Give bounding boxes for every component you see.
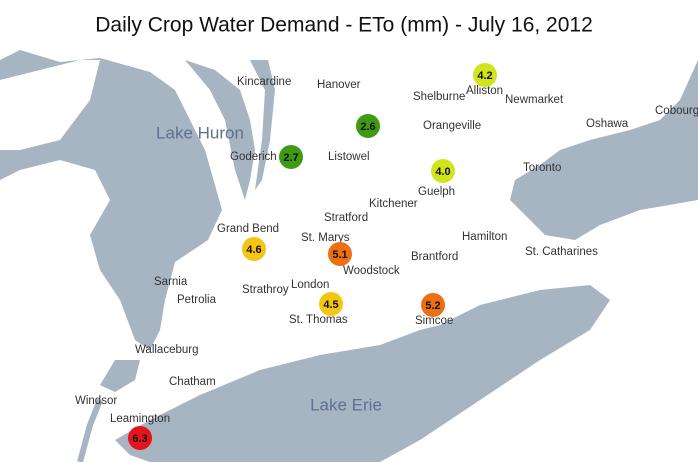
station-value: 5.2 [425,300,440,312]
station-value: 4.2 [477,70,492,82]
city-label: Guelph [418,186,455,198]
city-label: Goderich [230,151,277,163]
city-label: Alliston [466,85,503,97]
city-label: Grand Bend [217,223,279,235]
station-marker [421,293,445,317]
city-label: Chatham [169,376,216,388]
water [0,50,698,462]
city-label: Newmarket [505,94,564,106]
city-label: Strathroy [242,284,289,296]
city-label: Hanover [317,79,361,91]
city-label: Toronto [523,162,561,174]
station-value: 4.5 [323,299,338,311]
lake-label: Lake Huron [156,123,244,142]
station-value: 4.6 [246,244,261,256]
station-value: 2.7 [283,152,298,164]
station-value: 6.3 [132,433,147,445]
city-label: Kincardine [237,76,291,88]
station-marker [328,242,352,266]
city-label: Simcoe [415,315,453,327]
city-label: London [291,279,329,291]
title: Daily Crop Water Demand - ETo (mm) - Jul… [95,14,593,37]
city-label: Kitchener [369,198,418,210]
station-marker [242,237,266,261]
city-label: Wallaceburg [135,344,199,356]
station-marker [473,63,497,87]
lake-label: Lake Erie [310,395,382,414]
city-label: Leamington [110,413,170,425]
station-marker [279,145,303,169]
city-label: Orangeville [423,120,481,132]
station-value: 2.6 [360,121,375,133]
city-label: Hamilton [462,231,507,243]
city-label: Sarnia [154,276,188,288]
city-label: Cobourg [655,105,698,117]
city-label: Windsor [75,395,117,407]
station-value: 4.0 [435,166,450,178]
station-marker [431,159,455,183]
city-label: Woodstock [343,265,400,277]
station-marker [128,426,152,450]
station-marker [356,114,380,138]
city-label: St. Thomas [289,314,348,326]
city-label: Brantford [411,251,458,263]
city-label: St. Marys [301,232,350,244]
city-label: Shelburne [413,91,465,103]
city-label: Listowel [328,151,370,163]
city-label: Stratford [324,212,368,224]
station-value: 5.1 [332,249,347,261]
city-label: St. Catharines [525,246,598,258]
city-label: Oshawa [586,118,629,130]
station-marker [319,292,343,316]
city-label: Petrolia [177,294,217,306]
